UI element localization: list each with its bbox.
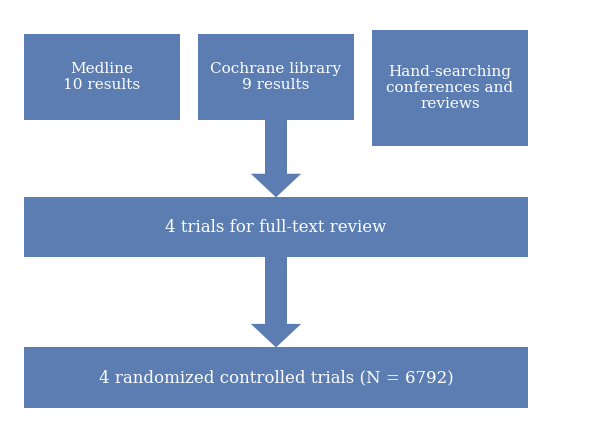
- FancyBboxPatch shape: [198, 34, 354, 120]
- Text: Medline
10 results: Medline 10 results: [64, 62, 140, 92]
- Text: 4 randomized controlled trials (N = 6792): 4 randomized controlled trials (N = 6792…: [98, 369, 454, 386]
- Polygon shape: [265, 257, 287, 324]
- FancyBboxPatch shape: [24, 197, 528, 257]
- Text: 4 trials for full-text review: 4 trials for full-text review: [166, 219, 386, 236]
- FancyBboxPatch shape: [24, 347, 528, 408]
- Polygon shape: [251, 324, 301, 347]
- Text: Hand-searching
conferences and
reviews: Hand-searching conferences and reviews: [386, 65, 514, 111]
- Text: Cochrane library
9 results: Cochrane library 9 results: [211, 62, 341, 92]
- FancyBboxPatch shape: [24, 34, 180, 120]
- Polygon shape: [265, 120, 287, 174]
- Polygon shape: [251, 174, 301, 197]
- FancyBboxPatch shape: [372, 30, 528, 146]
